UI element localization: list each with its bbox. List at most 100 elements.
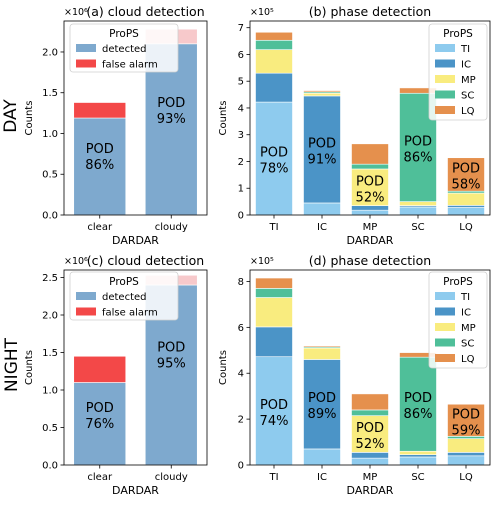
bar-d-lq-mp bbox=[447, 438, 485, 453]
ytick-label-d: 2 bbox=[238, 415, 244, 426]
bar-b-lq-ic bbox=[447, 205, 485, 208]
legend-swatch-d-4 bbox=[435, 354, 455, 362]
xtick-label-a-cloudy: cloudy bbox=[155, 222, 188, 233]
legend-swatch-b-3 bbox=[435, 90, 455, 99]
legend-swatch-b-0 bbox=[435, 44, 455, 52]
xtick-label-c-cloudy: cloudy bbox=[155, 472, 188, 483]
ytick-label-d: 0 bbox=[238, 461, 244, 472]
legend-label-a-1: false alarm bbox=[102, 60, 158, 71]
legend-swatch-d-2 bbox=[435, 323, 455, 331]
legend-a: ProPS detected false alarm bbox=[69, 23, 179, 73]
pod-value-c-1: 95% bbox=[157, 356, 186, 371]
pod-label-d-3: POD bbox=[404, 391, 432, 406]
pod-value-a-0: 86% bbox=[85, 158, 114, 173]
pod-label-d-1: POD bbox=[308, 391, 336, 406]
pod-value-b-4: 58% bbox=[452, 177, 481, 192]
legend-label-c-1: false alarm bbox=[102, 308, 158, 319]
bar-b-ti-mp bbox=[255, 49, 293, 74]
bar-b-mp-ti bbox=[351, 209, 389, 216]
pod-value-b-3: 86% bbox=[404, 150, 433, 165]
xlabel-a: DARDAR bbox=[112, 234, 159, 247]
xtick-label-d-mp: MP bbox=[363, 472, 378, 483]
legend-box-c bbox=[69, 271, 179, 321]
ytick-label-a: 0.0 bbox=[42, 211, 58, 222]
bar-b-ti-sc bbox=[255, 39, 293, 50]
xtick-label-d-ic: IC bbox=[317, 472, 327, 483]
bar-d-ti-ti bbox=[255, 356, 293, 466]
bar-b-mp-sc bbox=[351, 163, 389, 170]
legend-label-b-3: SC bbox=[461, 91, 474, 102]
xtick-label-a-clear: clear bbox=[87, 222, 113, 233]
bar-d-ti-mp bbox=[255, 297, 293, 328]
legend-box-a bbox=[69, 23, 179, 73]
axes-frame-a bbox=[63, 20, 208, 216]
row-label-day: DAY bbox=[0, 99, 21, 133]
bar-b-lq-ti bbox=[447, 207, 485, 216]
pod-label-d-4: POD bbox=[452, 407, 480, 422]
pod-value-b-2: 52% bbox=[356, 190, 385, 205]
pod-label-a-1: POD bbox=[157, 96, 185, 111]
panel-b: 0 1 2 3 4 5 6 7 TI IC MP SC LQ DARDAR Counts (b) phase … bbox=[218, 4, 491, 247]
ytick-label-c: 2.5 bbox=[42, 273, 58, 284]
pod-value-d-4: 59% bbox=[452, 423, 481, 438]
ytick-label-a: 1.5 bbox=[42, 88, 58, 99]
ylabel-b: Counts bbox=[218, 101, 229, 136]
ytick-label-b: 1 bbox=[238, 184, 244, 195]
pod-value-d-2: 52% bbox=[356, 437, 385, 452]
ytick-label-d: 8 bbox=[238, 277, 244, 288]
pod-value-b-1: 91% bbox=[308, 152, 337, 167]
bar-b-ic-lq bbox=[303, 90, 341, 93]
ytick-label-d: 4 bbox=[238, 369, 244, 380]
pod-label-b-4: POD bbox=[452, 161, 480, 176]
legend-swatch-c-0 bbox=[76, 292, 96, 300]
legend-title-c: ProPS bbox=[109, 276, 139, 288]
legend-label-c-0: detected bbox=[102, 292, 147, 303]
bar-b-mp-ic bbox=[351, 205, 389, 211]
bar-b-mp-mp bbox=[351, 168, 389, 206]
xtick-label-d-lq: LQ bbox=[459, 472, 473, 483]
bar-d-mp-lq bbox=[351, 393, 389, 411]
axis-exponent-a: ×10⁶ bbox=[64, 7, 88, 18]
pod-label-b-0: POD bbox=[260, 146, 288, 161]
bar-d-mp-sc bbox=[351, 409, 389, 416]
bar-d-mp-mp bbox=[351, 415, 389, 453]
bar-d-ic-ic bbox=[303, 359, 341, 450]
bar-c-clear-detected bbox=[73, 382, 127, 466]
pod-label-d-2: POD bbox=[356, 421, 384, 436]
ytick-label-c: 2.0 bbox=[42, 311, 58, 322]
bar-b-ic-mp bbox=[303, 92, 341, 97]
xlabel-b: DARDAR bbox=[347, 234, 394, 247]
ytick-label-d: 6 bbox=[238, 323, 244, 334]
pod-label-c-0: POD bbox=[86, 401, 114, 416]
legend-title-d: ProPS bbox=[443, 276, 473, 288]
xtick-label-b-sc: SC bbox=[411, 222, 424, 233]
bar-b-mp-lq bbox=[351, 143, 389, 165]
pod-label-d-0: POD bbox=[260, 398, 288, 413]
title-b: (b) phase detection bbox=[309, 4, 431, 19]
bar-d-sc-mp bbox=[399, 450, 437, 455]
bar-d-lq-ic bbox=[447, 452, 485, 457]
bar-b-ti-ic bbox=[255, 72, 293, 103]
pod-value-d-3: 86% bbox=[404, 407, 433, 422]
legend-swatch-d-1 bbox=[435, 307, 455, 316]
ytick-label-a: 2.0 bbox=[42, 47, 58, 58]
ytick-label-a: 1.0 bbox=[42, 129, 58, 140]
xtick-label-b-mp: MP bbox=[363, 222, 378, 233]
legend-d: ProPS TI IC MP SC LQ bbox=[428, 271, 488, 369]
legend-label-b-2: MP bbox=[461, 75, 476, 86]
bar-d-ic-lq bbox=[303, 345, 341, 348]
bar-d-sc-ti bbox=[399, 456, 437, 466]
xtick-label-c-clear: clear bbox=[87, 472, 113, 483]
ytick-label-b: 7 bbox=[238, 23, 244, 34]
bar-b-sc-ti bbox=[399, 206, 437, 216]
legend-title-a: ProPS bbox=[109, 28, 139, 40]
legend-label-a-0: detected bbox=[102, 44, 147, 55]
legend-label-d-4: LQ bbox=[461, 354, 475, 365]
pod-value-b-0: 78% bbox=[260, 162, 289, 177]
bar-d-mp-ic bbox=[351, 452, 389, 459]
title-d: (d) phase detection bbox=[309, 253, 431, 268]
axis-exponent-c: ×10⁶ bbox=[64, 256, 88, 267]
pod-label-b-2: POD bbox=[356, 174, 384, 189]
